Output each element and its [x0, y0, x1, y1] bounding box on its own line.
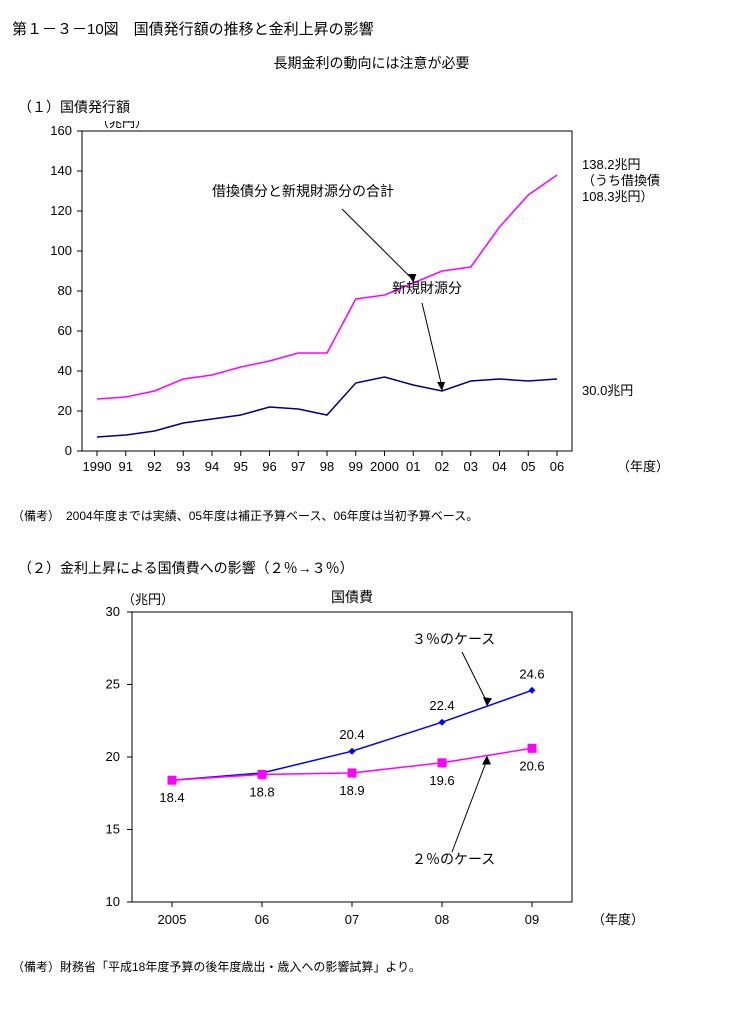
chart1-annot-uchi: （うち借換債 [582, 173, 660, 188]
chart2-ytick-label: 25 [106, 677, 120, 692]
chart1-xaxis-label: （年度） [617, 459, 669, 474]
chart2-annot-2pc: ２％のケース [412, 851, 495, 867]
figure-subtitle: 長期金利の動向には注意が必要 [12, 53, 731, 73]
chart1-annot-108: 108.3兆円） [582, 189, 654, 204]
chart2-ytick-label: 15 [106, 822, 120, 837]
chart2-xtick-label: 09 [525, 912, 539, 927]
chart2-series-2pc-marker [528, 744, 537, 753]
chart1-section-label: （１）国債発行額 [18, 97, 731, 117]
chart2-label-2pc: 18.9 [339, 783, 364, 798]
chart2-unit-label: （兆円） [122, 592, 174, 607]
chart1-xtick-label: 06 [550, 459, 564, 474]
chart1-xtick-label: 05 [521, 459, 535, 474]
chart1-annot-new: 新規財源分 [392, 280, 462, 296]
chart2-series-2pc-marker [348, 768, 357, 777]
chart2-note: （備考）財務省「平成18年度予算の後年度歳出・歳入への影響試算」より。 [12, 958, 731, 975]
chart2-xtick-label: 06 [255, 912, 269, 927]
chart1-xtick-label: 1990 [83, 459, 112, 474]
chart1-xtick-label: 04 [492, 459, 506, 474]
chart1-xtick-label: 2000 [370, 459, 399, 474]
chart2-label-2pc: 18.4 [159, 790, 184, 805]
chart1-ytick-label: 140 [50, 163, 72, 178]
chart2-label-3pc: 24.6 [519, 666, 544, 681]
chart2-plot-area [132, 612, 572, 902]
chart1-ytick-label: 0 [65, 443, 72, 458]
figure-title: 第１－３－10図 国債発行額の推移と金利上昇の影響 [12, 18, 731, 39]
chart2-ytick-label: 20 [106, 749, 120, 764]
chart2-annot-3pc: ３％のケース [412, 631, 495, 647]
chart1-xtick-label: 94 [205, 459, 219, 474]
chart1-ytick-label: 120 [50, 203, 72, 218]
chart2-label-2pc: 20.6 [519, 758, 544, 773]
chart1-ytick-label: 40 [58, 363, 72, 378]
chart1-ytick-label: 20 [58, 403, 72, 418]
chart1-xtick-label: 93 [176, 459, 190, 474]
chart2-xtick-label: 08 [435, 912, 449, 927]
chart1-ytick-label: 100 [50, 243, 72, 258]
chart1-xtick-label: 98 [320, 459, 334, 474]
chart2-ytick-label: 30 [106, 604, 120, 619]
chart1-xtick-label: 96 [262, 459, 276, 474]
chart1-xtick-label: 99 [349, 459, 363, 474]
chart2-xaxis-label: （年度） [592, 912, 644, 927]
chart1-xtick-label: 92 [147, 459, 161, 474]
chart1-xtick-label: 03 [464, 459, 478, 474]
chart2-series-2pc-marker [258, 770, 267, 779]
chart2-label-2pc: 18.8 [249, 784, 274, 799]
chart2: （兆円） 国債費 10 15 20 25 30 2005 06 07 08 09 （年度） 18.4 18.… [12, 582, 732, 942]
chart2-xtick-label: 2005 [158, 912, 187, 927]
chart1-annot-30: 30.0兆円 [582, 383, 633, 398]
chart2-xtick-label: 07 [345, 912, 359, 927]
chart2-section-label: （２）金利上昇による国債費への影響（２％→３％） [18, 558, 731, 578]
chart2-series-2pc-marker [168, 776, 177, 785]
chart1-ytick-label: 160 [50, 123, 72, 138]
chart2-title: 国債費 [331, 589, 373, 605]
chart1-ytick-label: 60 [58, 323, 72, 338]
chart1: （兆円）020406080100120140160199091929394959… [12, 121, 732, 491]
chart1-annot-138: 138.2兆円 [582, 157, 641, 172]
chart1-note: （備考） 2004年度までは実績、05年度は補正予算ベース、06年度は当初予算ベ… [12, 507, 731, 524]
chart2-series-2pc-marker [438, 758, 447, 767]
chart1-annot-total: 借換債分と新規財源分の合計 [212, 183, 394, 199]
chart1-xtick-label: 91 [119, 459, 133, 474]
chart2-label-3pc: 22.4 [429, 698, 454, 713]
chart1-unit-label: （兆円） [96, 121, 148, 130]
chart2-label-3pc: 20.4 [339, 727, 364, 742]
chart1-xtick-label: 95 [234, 459, 248, 474]
chart1-ytick-label: 80 [58, 283, 72, 298]
chart1-xtick-label: 97 [291, 459, 305, 474]
chart1-plot-area [82, 131, 572, 451]
chart2-label-2pc: 19.6 [429, 773, 454, 788]
chart2-ytick-label: 10 [106, 894, 120, 909]
chart1-xtick-label: 02 [435, 459, 449, 474]
chart1-xtick-label: 01 [406, 459, 420, 474]
